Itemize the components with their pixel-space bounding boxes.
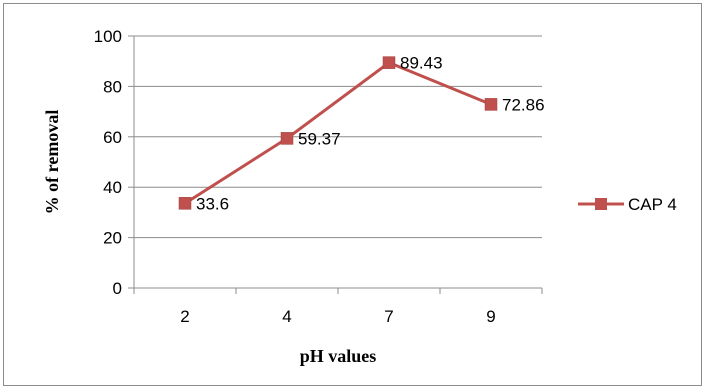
data-label-2: 33.6 — [196, 194, 229, 213]
x-tick-label-2: 2 — [180, 307, 189, 326]
data-label-4: 59.37 — [298, 129, 341, 148]
x-tick-label-7: 7 — [384, 307, 393, 326]
series-cap4 — [178, 56, 498, 210]
x-tick-labels: 2 4 7 9 — [180, 307, 495, 326]
y-tick-label-100: 100 — [94, 27, 122, 46]
data-point-2 — [178, 197, 192, 210]
y-tick-label-60: 60 — [103, 128, 122, 147]
data-label-9: 72.86 — [502, 95, 545, 114]
y-tick-label-80: 80 — [103, 77, 122, 96]
gridlines — [128, 35, 543, 294]
y-tick-label-40: 40 — [103, 178, 122, 197]
y-tick-label-0: 0 — [113, 279, 122, 298]
x-tick-label-9: 9 — [486, 307, 495, 326]
data-label-7: 89.43 — [400, 54, 443, 73]
chart-frame — [3, 3, 702, 386]
y-axis-title: % of removal — [42, 110, 62, 215]
data-point-7 — [382, 56, 396, 69]
series-line-cap4 — [184, 61, 492, 205]
axes — [133, 36, 542, 289]
data-point-9 — [484, 98, 498, 111]
x-axis-title: pH values — [300, 346, 377, 366]
data-labels: 33.6 59.37 89.43 72.86 — [196, 54, 545, 214]
legend: CAP 4 — [578, 195, 677, 214]
x-tick-label-4: 4 — [282, 307, 291, 326]
y-tick-labels: 0 20 40 60 80 100 — [94, 27, 122, 298]
data-point-4 — [280, 132, 294, 145]
legend-entry-cap4: CAP 4 — [628, 195, 677, 214]
y-tick-label-20: 20 — [103, 229, 122, 248]
legend-marker-swatch — [595, 198, 607, 210]
